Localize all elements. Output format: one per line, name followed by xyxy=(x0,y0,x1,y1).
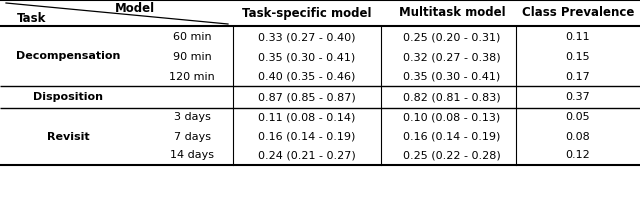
Text: 0.15: 0.15 xyxy=(566,53,590,62)
Text: 0.35 (0.30 - 0.41): 0.35 (0.30 - 0.41) xyxy=(259,53,356,62)
Text: 0.35 (0.30 - 0.41): 0.35 (0.30 - 0.41) xyxy=(403,71,500,82)
Text: 0.33 (0.27 - 0.40): 0.33 (0.27 - 0.40) xyxy=(259,32,356,42)
Text: Multitask model: Multitask model xyxy=(399,7,506,20)
Text: 7 days: 7 days xyxy=(173,132,211,141)
Text: Model: Model xyxy=(115,2,155,15)
Text: 0.82 (0.81 - 0.83): 0.82 (0.81 - 0.83) xyxy=(403,92,501,102)
Text: Revisit: Revisit xyxy=(47,132,90,141)
Text: 120 min: 120 min xyxy=(169,71,215,82)
Text: 0.12: 0.12 xyxy=(566,150,590,161)
Text: 0.32 (0.27 - 0.38): 0.32 (0.27 - 0.38) xyxy=(403,53,501,62)
Text: 0.05: 0.05 xyxy=(566,112,590,123)
Text: 90 min: 90 min xyxy=(173,53,211,62)
Text: 0.08: 0.08 xyxy=(566,132,590,141)
Text: Decompensation: Decompensation xyxy=(16,51,120,61)
Text: 0.37: 0.37 xyxy=(566,92,590,102)
Text: 0.25 (0.20 - 0.31): 0.25 (0.20 - 0.31) xyxy=(403,32,500,42)
Text: Task-specific model: Task-specific model xyxy=(243,7,372,20)
Text: 3 days: 3 days xyxy=(173,112,211,123)
Text: 0.25 (0.22 - 0.28): 0.25 (0.22 - 0.28) xyxy=(403,150,501,161)
Text: 0.16 (0.14 - 0.19): 0.16 (0.14 - 0.19) xyxy=(403,132,500,141)
Text: Task: Task xyxy=(17,13,47,25)
Text: 0.17: 0.17 xyxy=(566,71,590,82)
Text: 0.87 (0.85 - 0.87): 0.87 (0.85 - 0.87) xyxy=(258,92,356,102)
Text: 60 min: 60 min xyxy=(173,32,211,42)
Text: 0.16 (0.14 - 0.19): 0.16 (0.14 - 0.19) xyxy=(259,132,356,141)
Text: 0.11: 0.11 xyxy=(566,32,590,42)
Text: Disposition: Disposition xyxy=(33,92,103,102)
Text: Class Prevalence: Class Prevalence xyxy=(522,7,634,20)
Text: 0.11 (0.08 - 0.14): 0.11 (0.08 - 0.14) xyxy=(259,112,356,123)
Text: 0.40 (0.35 - 0.46): 0.40 (0.35 - 0.46) xyxy=(259,71,356,82)
Text: 0.10 (0.08 - 0.13): 0.10 (0.08 - 0.13) xyxy=(403,112,500,123)
Text: 14 days: 14 days xyxy=(170,150,214,161)
Text: 0.24 (0.21 - 0.27): 0.24 (0.21 - 0.27) xyxy=(258,150,356,161)
